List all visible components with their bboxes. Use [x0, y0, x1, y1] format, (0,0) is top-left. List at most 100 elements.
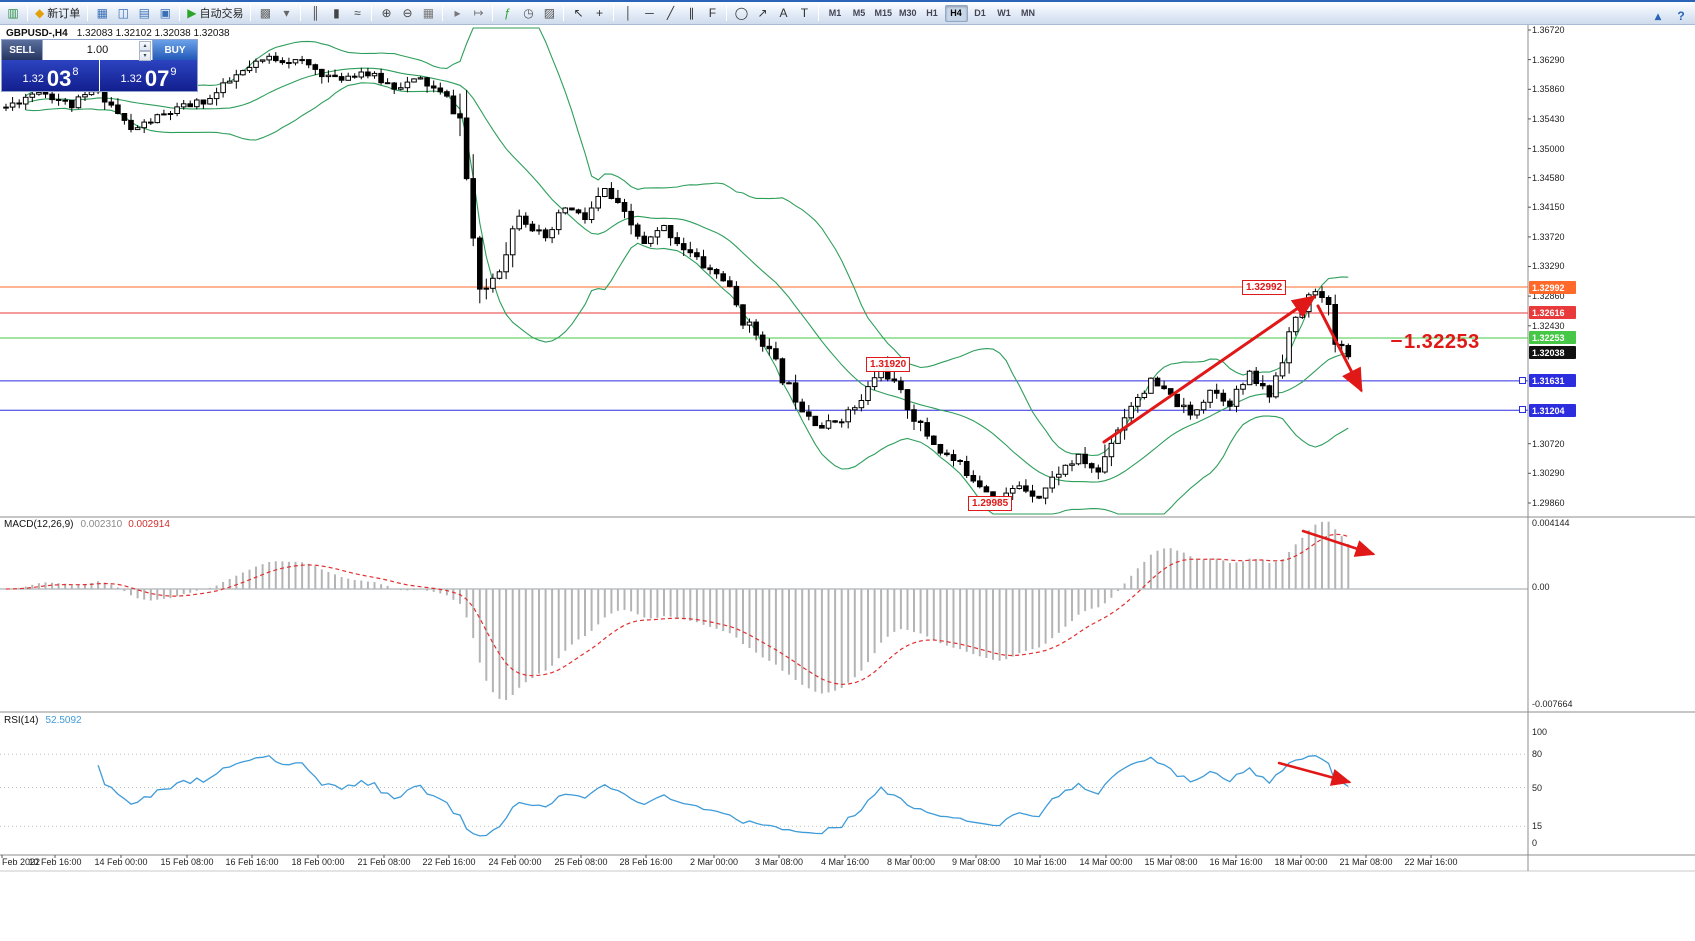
time-scale-label[interactable]: 4 Mar 16:00	[820, 857, 870, 867]
time-scale-label[interactable]: 2 Mar 00:00	[689, 857, 739, 867]
timeframe-d1-button[interactable]: D1	[974, 8, 986, 18]
timeframe-mn-button[interactable]: MN	[1021, 8, 1035, 18]
time-scale-label[interactable]: 14 Feb 00:00	[94, 857, 148, 867]
navigator-button[interactable]: ▤	[134, 4, 154, 23]
time-scale-label[interactable]: 18 Feb 00:00	[291, 857, 345, 867]
price-scale-label[interactable]: 1.34150	[1532, 202, 1565, 212]
timeframe-h4-button[interactable]: H4	[944, 4, 968, 22]
volume-down-button[interactable]: ▾	[139, 51, 151, 61]
rsi-arrow[interactable]	[1277, 761, 1352, 786]
timeframe-m5-button[interactable]: M5	[852, 8, 866, 18]
price-scale-label[interactable]: 1.35430	[1532, 114, 1565, 124]
tile-windows-button[interactable]: ▦	[418, 4, 438, 23]
price-scale-label[interactable]: 1.30720	[1532, 439, 1565, 449]
candlesticks[interactable]	[3, 52, 1352, 506]
time-scale-label[interactable]: 8 Mar 00:00	[886, 857, 936, 867]
market-watch-button[interactable]: ▦	[92, 4, 112, 23]
volume-value[interactable]: 1.00	[86, 44, 109, 56]
bollinger-middle-band[interactable]	[25, 67, 1349, 483]
data-window-button[interactable]: ◫	[113, 4, 133, 23]
profiles-button[interactable]: ▾	[276, 4, 296, 23]
new-chart-button[interactable]: ▩	[255, 4, 275, 23]
price-scale-label[interactable]: 1.32430	[1532, 321, 1565, 331]
terminal-button[interactable]: ▣	[155, 4, 175, 23]
trend-line-button[interactable]: ╱	[660, 4, 680, 23]
drop-arrow[interactable]	[1316, 304, 1363, 393]
sell-button[interactable]: SELL	[2, 40, 42, 60]
zoom-out-button[interactable]: ⊖	[397, 4, 417, 23]
vertical-line-button[interactable]: │	[618, 4, 638, 23]
help-button[interactable]: ?	[1671, 6, 1691, 25]
price-callout-label[interactable]: 1.32253	[1404, 331, 1480, 353]
price-scale-label[interactable]: 1.35860	[1532, 84, 1565, 94]
zoom-in-button[interactable]: ⊕	[376, 4, 396, 23]
time-scale-label[interactable]: 22 Feb 16:00	[422, 857, 476, 867]
auto-scroll-button[interactable]: ▸	[447, 4, 467, 23]
time-scale-label[interactable]: 18 Mar 00:00	[1274, 857, 1328, 867]
time-scale-label[interactable]: 10 Feb 16:00	[28, 857, 82, 867]
time-scale-label[interactable]: 22 Mar 16:00	[1404, 857, 1458, 867]
price-scale-label[interactable]: 1.35000	[1532, 144, 1565, 154]
buy-button[interactable]: BUY	[153, 40, 197, 60]
buy-price-button[interactable]: 1.32 07 9	[100, 60, 197, 91]
text-button[interactable]: A	[773, 4, 793, 23]
time-scale-label[interactable]: 25 Feb 08:00	[554, 857, 608, 867]
trend-up-arrow[interactable]	[1102, 295, 1317, 444]
fibonacci-button[interactable]: F	[702, 4, 722, 23]
macd-arrow[interactable]	[1301, 529, 1376, 557]
time-scale-label[interactable]: 3 Mar 08:00	[754, 857, 804, 867]
time-scale-label[interactable]: 16 Mar 16:00	[1209, 857, 1263, 867]
time-scale-label[interactable]: 14 Mar 00:00	[1079, 857, 1133, 867]
arrows-button[interactable]: ↗	[752, 4, 772, 23]
volume-stepper[interactable]: 1.00 ▴ ▾	[42, 40, 153, 61]
time-scale-label[interactable]: 28 Feb 16:00	[619, 857, 673, 867]
bollinger-lower-band[interactable]	[25, 82, 1349, 515]
volume-up-button[interactable]: ▴	[139, 41, 151, 51]
sell-price-button[interactable]: 1.32 03 8	[2, 60, 99, 91]
timeframe-w1-button[interactable]: W1	[997, 8, 1011, 18]
time-scale-label[interactable]: 21 Feb 08:00	[357, 857, 411, 867]
time-scale-label[interactable]: 15 Mar 08:00	[1144, 857, 1198, 867]
time-scale-label[interactable]: 16 Feb 16:00	[225, 857, 279, 867]
price-scale-label[interactable]: 1.32860	[1532, 291, 1565, 301]
price-scale-label[interactable]: 1.30290	[1532, 468, 1565, 478]
equidistant-channel-button[interactable]: ∥	[681, 4, 701, 23]
text-label-button[interactable]: T	[794, 4, 814, 23]
price-annotation[interactable]: 1.32992	[1242, 280, 1287, 295]
autotrade-button[interactable]: ▶ 自动交易	[184, 4, 246, 23]
time-scale-label[interactable]: 10 Mar 16:00	[1013, 857, 1067, 867]
bar-chart-button[interactable]: ║	[305, 4, 325, 23]
price-scale-label[interactable]: 1.36720	[1532, 25, 1565, 35]
chart-shift-button[interactable]: ↦	[468, 4, 488, 23]
timeframe-m1-button[interactable]: M1	[828, 8, 842, 18]
toolbar-collapse-button[interactable]: ▴	[1648, 6, 1668, 25]
bollinger-upper-band[interactable]	[25, 27, 1349, 457]
time-scale-label[interactable]: 15 Feb 08:00	[160, 857, 214, 867]
price-scale-label[interactable]: 1.33720	[1532, 232, 1565, 242]
horizontal-line-button[interactable]: ─	[639, 4, 659, 23]
price-scale-label[interactable]: 1.29860	[1532, 498, 1565, 508]
cursor-button[interactable]: ↖	[568, 4, 588, 23]
time-scale-label[interactable]: 21 Mar 08:00	[1339, 857, 1393, 867]
timeframe-m30-button[interactable]: M30	[898, 8, 917, 18]
symbol-chart-button[interactable]: ▥	[3, 4, 23, 23]
timeframe-h1-button[interactable]: H1	[926, 8, 938, 18]
price-annotation[interactable]: 1.29985	[968, 496, 1013, 511]
time-scale-label[interactable]: 24 Feb 00:00	[488, 857, 542, 867]
periods-button[interactable]: ◷	[518, 4, 538, 23]
new-order-button[interactable]: ◆ 新订单	[32, 4, 83, 23]
price-scale-label[interactable]: 1.36290	[1532, 55, 1565, 65]
candlestick-chart-button[interactable]: ▮	[326, 4, 346, 23]
crosshair-button[interactable]: +	[589, 4, 609, 23]
price-scale-label[interactable]: 1.33290	[1532, 261, 1565, 271]
time-scale-label[interactable]: 9 Mar 08:00	[951, 857, 1001, 867]
shapes-button[interactable]: ◯	[731, 4, 751, 23]
line-chart-button[interactable]: ≈	[347, 4, 367, 23]
indicators-button[interactable]: ƒ	[497, 4, 517, 23]
timeframe-m15-button[interactable]: M15	[874, 8, 892, 18]
time-scale-label[interactable]: Feb 2022	[2, 857, 41, 867]
templates-button[interactable]: ▨	[539, 4, 559, 23]
price-scale-label[interactable]: 1.34580	[1532, 173, 1565, 183]
price-annotation[interactable]: 1.31920	[866, 357, 911, 372]
